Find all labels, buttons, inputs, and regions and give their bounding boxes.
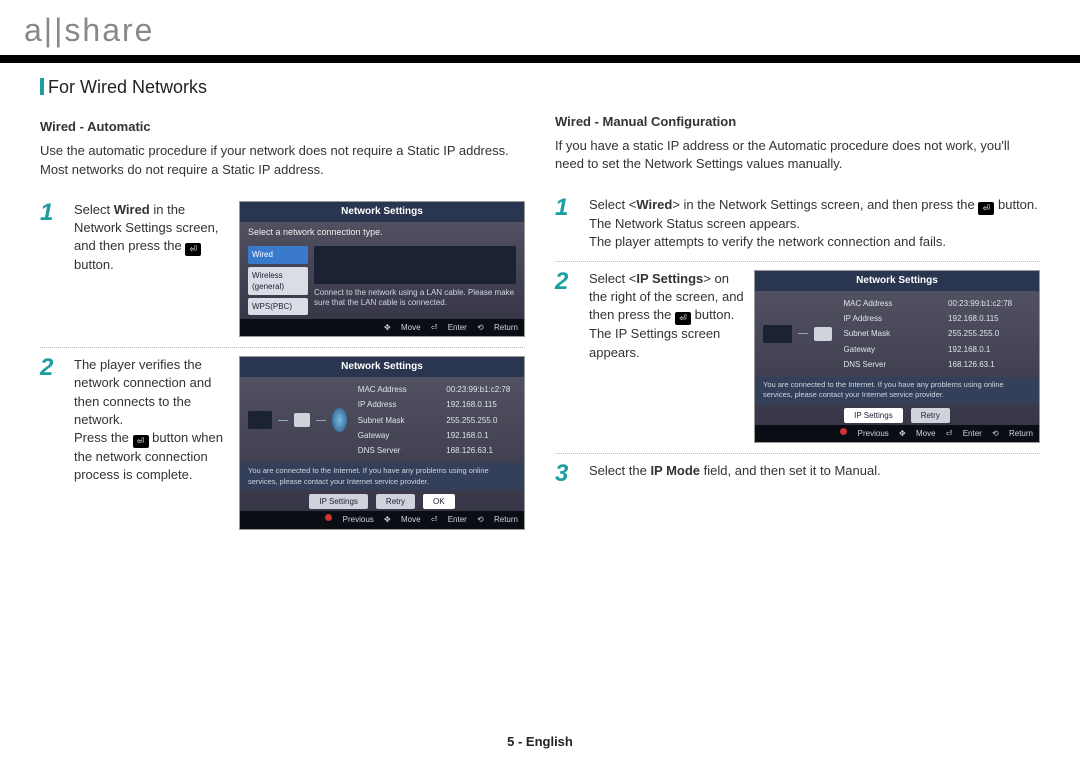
player-icon [763,325,792,343]
button-row: IP Settings Retry [755,404,1039,425]
scr-title: Network Settings [240,202,524,222]
enter-icon: ⏎ [675,312,691,325]
step-text: Select the IP Mode field, and then set i… [589,462,1040,486]
step-text: Select <Wired> in the Network Settings s… [589,196,1040,251]
subtitle-left: Wired - Automatic [40,118,525,136]
connection-diagram: MAC Address00:23:99:b1:c2:78 IP Address1… [240,377,524,463]
screenshot-network-type: Network Settings Select a network connec… [239,201,525,338]
scr-title: Network Settings [240,357,524,377]
ip-settings-button[interactable]: IP Settings [309,494,368,509]
globe-icon [332,408,347,432]
intro-left: Use the automatic procedure if your netw… [40,142,525,178]
network-details-table: MAC Address00:23:99:b1:c2:78 IP Address1… [353,381,516,459]
left-column: For Wired Networks Wired - Automatic Use… [40,75,525,540]
router-icon [814,327,833,341]
player-icon [248,411,272,429]
right-step-2: 2 Select <IP Settings> on the right of t… [555,262,1040,454]
step-text: Select <IP Settings> on the right of the… [589,270,744,443]
step-number: 2 [40,356,62,529]
step-number: 2 [555,270,577,443]
scr-subtitle: Select a network connection type. [240,222,524,243]
subtitle-right: Wired - Manual Configuration [555,113,1040,131]
network-details-table: MAC Address00:23:99:b1:c2:78 IP Address1… [838,295,1031,373]
intro-right: If you have a static IP address or the A… [555,137,1040,173]
content-area: For Wired Networks Wired - Automatic Use… [0,63,1080,540]
scr-info: Connect to the network using a LAN cable… [314,288,516,307]
option-wired[interactable]: Wired [248,246,308,263]
retry-button[interactable]: Retry [911,408,950,423]
enter-icon: ⏎ [978,202,994,215]
right-step-1: 1 Select <Wired> in the Network Settings… [555,188,1040,262]
scr-footer: Previous ✥ Move ⏎ Enter ⟲ Return [240,511,524,528]
option-wireless[interactable]: Wireless (general) [248,267,308,295]
page-footer: 5 - English [0,733,1080,751]
scr-footer: ✥ Move ⏎ Enter ⟲ Return [240,319,524,336]
step-number: 1 [40,201,62,338]
retry-button[interactable]: Retry [376,494,415,509]
step-number: 3 [555,462,577,486]
enter-icon: ⏎ [185,243,201,256]
enter-icon: ⏎ [133,435,149,448]
status-message: You are connected to the Internet. If yo… [755,377,1039,404]
scr-title: Network Settings [755,271,1039,291]
accent-bar [40,78,44,95]
step-number: 1 [555,196,577,251]
ip-settings-button[interactable]: IP Settings [844,408,903,423]
section-title: For Wired Networks [40,75,525,100]
option-wps[interactable]: WPS(PBC) [248,298,308,315]
button-row: IP Settings Retry OK [240,490,524,511]
router-icon [294,413,310,427]
status-message: You are connected to the Internet. If yo… [240,463,524,490]
right-step-3: 3 Select the IP Mode field, and then set… [555,454,1040,496]
left-step-2: 2 The player verifies the network connec… [40,348,525,539]
step-text: Select Wired in the Network Settings scr… [74,201,229,338]
connection-diagram: MAC Address00:23:99:b1:c2:78 IP Address1… [755,291,1039,377]
ok-button[interactable]: OK [423,494,455,509]
scr-footer: Previous ✥ Move ⏎ Enter ⟲ Return [755,425,1039,442]
brand-logo: a||share [24,12,154,48]
device-illustration [314,246,516,284]
right-column: Wired - Manual Configuration If you have… [555,75,1040,540]
screenshot-ip-settings: Network Settings MAC Address00:23:99:b1:… [754,270,1040,443]
logo-bar: a||share [0,0,1080,55]
section-title-text: For Wired Networks [48,77,207,97]
screenshot-network-status: Network Settings MAC Address00:23:99:b1:… [239,356,525,529]
left-step-1: 1 Select Wired in the Network Settings s… [40,193,525,349]
divider-strip [0,55,1080,63]
step-text: The player verifies the network connecti… [74,356,229,529]
